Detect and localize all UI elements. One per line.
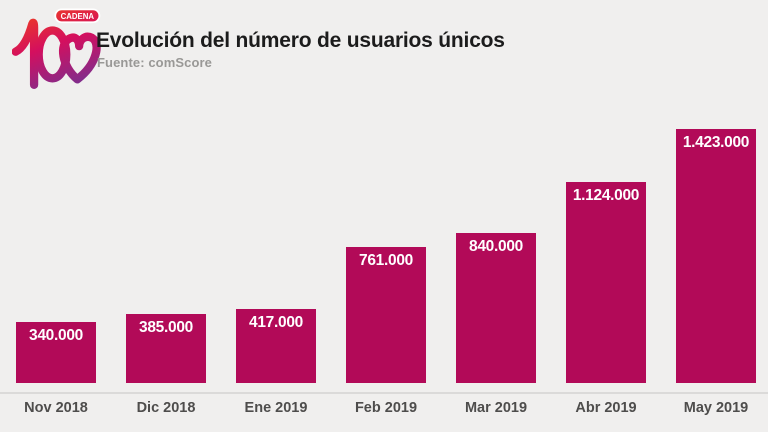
page-title: Evolución del número de usuarios únicos: [96, 29, 505, 52]
x-tick-label: May 2019: [683, 400, 749, 416]
bar-value-label: 840.000: [469, 238, 523, 255]
bar-value-label: 340.000: [29, 327, 83, 344]
logo-digit-1: [11, 18, 39, 89]
cadena-100-logo: CADENA: [11, 2, 104, 94]
bar-ene-2019: 417.000: [236, 309, 316, 383]
bar-value-label: 1.124.000: [572, 187, 640, 204]
logo-100-icon: CADENA: [11, 8, 101, 89]
source-label: Fuente: comScore: [97, 55, 213, 70]
cadena-badge-label: CADENA: [61, 12, 95, 21]
x-tick-label: Dic 2018: [136, 400, 196, 416]
cadena-badge: CADENA: [54, 8, 101, 24]
x-tick-label: Feb 2019: [354, 400, 418, 416]
x-tick-label: Ene 2019: [244, 400, 308, 416]
logo-heart-0: [58, 32, 101, 84]
bar-value-label: 417.000: [249, 314, 303, 331]
bar-mar-2019: 840.000: [456, 233, 536, 383]
bar-value-label: 1.423.000: [682, 134, 750, 151]
bar-abr-2019: 1.124.000: [566, 182, 646, 383]
bar-value-label: 385.000: [139, 319, 193, 336]
bar-chart-plot-area: 340.000 385.000 417.000 761.000 840.000 1.124…: [16, 129, 756, 383]
bar-may-2019: 1.423.000: [676, 129, 756, 383]
x-tick-label: Nov 2018: [24, 400, 88, 416]
bar-dic-2018: 385.000: [126, 314, 206, 383]
bar-value-label: 761.000: [359, 252, 413, 269]
x-tick-label: Abr 2019: [575, 400, 637, 416]
x-axis-line: [0, 392, 768, 394]
bar-feb-2019: 761.000: [346, 247, 426, 383]
x-axis-labels: Nov 2018 Dic 2018 Ene 2019 Feb 2019 Mar 2019…: [16, 400, 756, 416]
x-tick-label: Mar 2019: [464, 400, 528, 416]
bar-nov-2018: 340.000: [16, 322, 96, 383]
